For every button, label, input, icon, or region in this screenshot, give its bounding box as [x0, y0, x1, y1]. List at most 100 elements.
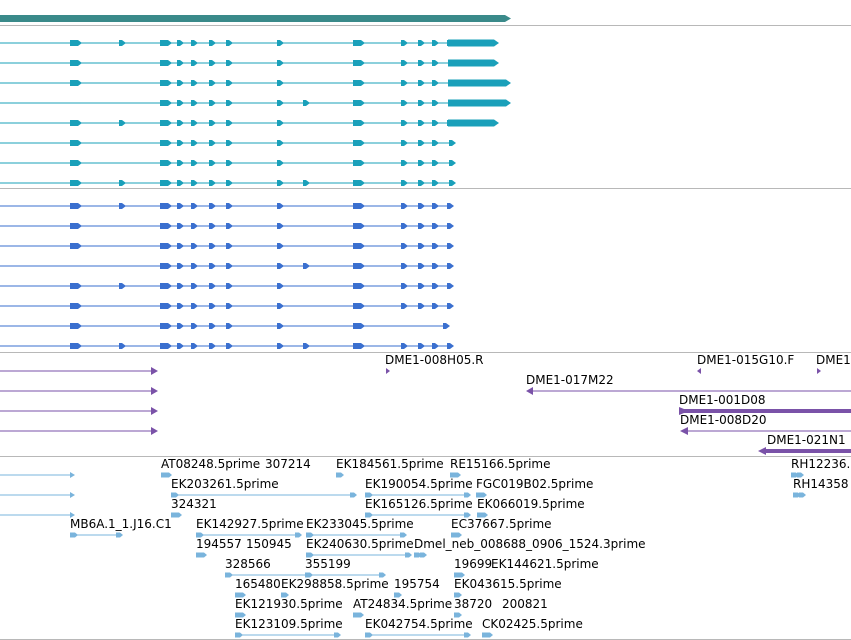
exon-arrow-icon	[119, 180, 126, 186]
est-feature[interactable]	[353, 612, 364, 618]
exon-arrow-icon	[177, 223, 184, 229]
est-feature[interactable]	[235, 632, 341, 638]
clone-feature[interactable]	[526, 387, 851, 395]
strand-arrow-icon	[151, 387, 158, 395]
clone-feature[interactable]	[680, 427, 851, 435]
gene-feature-bar[interactable]	[0, 15, 505, 22]
clone-feature[interactable]	[0, 387, 158, 395]
clone-feature[interactable]	[0, 367, 158, 375]
est-feature[interactable]	[196, 532, 302, 538]
est-feature[interactable]	[305, 572, 313, 578]
transcript-feature[interactable]	[0, 180, 456, 186]
est-feature[interactable]	[171, 492, 357, 498]
est-feature[interactable]	[365, 632, 471, 638]
exon-arrow-icon	[303, 263, 310, 269]
transcript-feature[interactable]	[0, 323, 450, 329]
est-feature[interactable]	[365, 492, 471, 498]
transcript-feature[interactable]	[0, 343, 454, 349]
est-feature[interactable]	[306, 532, 407, 538]
exon-arrow-icon	[353, 160, 365, 166]
clone-feature[interactable]	[679, 407, 851, 415]
est-feature[interactable]	[0, 472, 75, 478]
exon-arrow-icon	[226, 140, 233, 146]
est-feature[interactable]	[336, 472, 344, 478]
transcript-feature[interactable]	[0, 223, 454, 229]
exon-arrow-icon	[418, 180, 425, 186]
exon-arrow-icon	[353, 100, 365, 106]
est-feature[interactable]	[454, 572, 465, 578]
transcript-feature[interactable]	[0, 303, 454, 309]
exon-arrow-icon	[277, 343, 284, 349]
strand-arrow-icon[interactable]	[697, 368, 701, 374]
transcript-feature[interactable]	[0, 283, 454, 289]
exon-arrow-icon	[401, 100, 408, 106]
est-feature[interactable]	[0, 512, 75, 518]
exon-arrow-icon	[401, 60, 408, 66]
transcript-feature[interactable]	[0, 140, 456, 146]
est-feature[interactable]	[235, 612, 246, 618]
clone-feature[interactable]	[0, 407, 158, 415]
exon-arrow-icon	[191, 243, 198, 249]
transcript-feature[interactable]	[0, 79, 511, 87]
exon-arrow-icon	[226, 100, 233, 106]
est-feature[interactable]	[394, 592, 402, 598]
exon-arrow-icon	[177, 180, 184, 186]
strand-arrow-icon	[679, 407, 689, 415]
exon-arrow-icon	[418, 223, 425, 229]
transcript-feature[interactable]	[0, 59, 499, 67]
transcript-feature[interactable]	[0, 99, 511, 107]
est-label: RH12236.	[791, 457, 850, 471]
est-feature[interactable]	[161, 472, 172, 478]
exon-arrow-icon	[70, 323, 82, 329]
transcript-feature[interactable]	[0, 243, 454, 249]
est-feature[interactable]	[70, 532, 123, 538]
transcript-feature[interactable]	[0, 160, 456, 166]
exon-arrow-icon	[191, 343, 198, 349]
est-feature[interactable]	[281, 592, 289, 598]
clone-feature[interactable]	[758, 447, 851, 455]
exon-arrow-icon	[209, 283, 216, 289]
est-feature[interactable]	[196, 552, 207, 558]
est-feature[interactable]	[414, 552, 427, 558]
est-feature[interactable]	[477, 512, 488, 518]
est-feature[interactable]	[451, 532, 462, 538]
est-feature[interactable]	[791, 472, 804, 478]
strand-arrow-icon	[151, 427, 158, 435]
strand-arrow-icon[interactable]	[817, 368, 821, 374]
est-feature[interactable]	[476, 492, 487, 498]
est-feature[interactable]	[454, 592, 462, 598]
exon-arrow-icon	[160, 140, 172, 146]
exon-arrow-icon	[432, 40, 439, 46]
est-feature[interactable]	[235, 592, 246, 598]
transcript-feature[interactable]	[0, 203, 454, 209]
exon-arrow-icon	[209, 140, 216, 146]
exon-arrow-icon	[447, 223, 454, 229]
clone-feature[interactable]	[0, 427, 158, 435]
exon-arrow-icon	[209, 263, 216, 269]
strand-arrow-icon	[486, 632, 493, 638]
exon-arrow-icon	[449, 140, 456, 146]
exon-arrow-icon	[277, 80, 284, 86]
est-feature[interactable]	[793, 492, 806, 498]
transcript-feature[interactable]	[0, 263, 454, 269]
exon-arrow-icon	[191, 303, 198, 309]
exon-arrow-icon	[177, 80, 184, 86]
exon-arrow-icon	[401, 243, 408, 249]
exon-arrow-icon	[160, 60, 172, 66]
exon-arrow-icon	[432, 120, 439, 126]
est-feature[interactable]	[450, 472, 461, 478]
est-feature[interactable]	[171, 512, 182, 518]
est-feature[interactable]	[365, 512, 471, 518]
transcript-feature[interactable]	[0, 119, 499, 127]
est-label: EK123109.5prime	[235, 617, 343, 631]
est-feature[interactable]	[0, 492, 75, 498]
est-label: RE15166.5prime	[450, 457, 551, 471]
est-feature[interactable]	[454, 612, 462, 618]
transcript-feature[interactable]	[0, 39, 499, 47]
strand-arrow-icon[interactable]	[386, 368, 390, 374]
est-feature[interactable]	[482, 632, 493, 638]
strand-arrow-icon	[350, 492, 357, 498]
strand-arrow-icon	[464, 492, 471, 498]
est-feature[interactable]	[306, 552, 412, 558]
est-label: EK142927.5prime	[196, 517, 304, 531]
